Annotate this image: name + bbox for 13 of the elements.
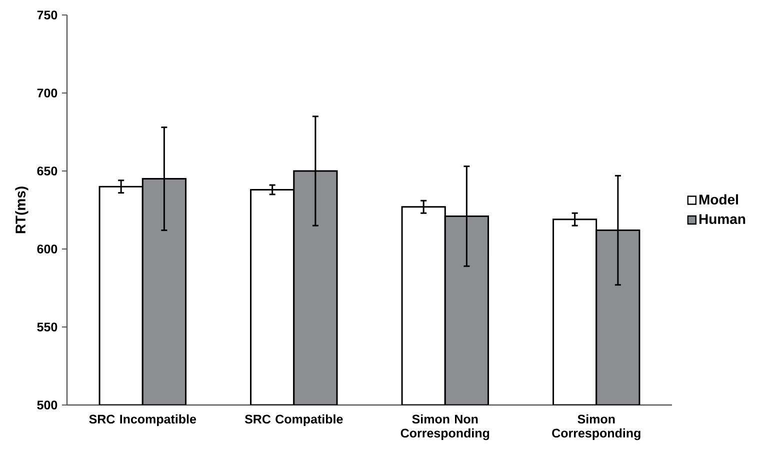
x-tick-label: SRC Incompatible: [89, 414, 196, 426]
y-tick-label: 600: [37, 244, 58, 254]
legend-label: Human: [699, 214, 746, 224]
y-tick-label: 750: [37, 10, 58, 20]
x-tick-label: SRC Compatible: [244, 414, 343, 426]
x-tick-label: Simon Non Corresponding: [400, 414, 490, 440]
y-tick-label: 650: [37, 166, 58, 176]
x-tick-label: Simon Corresponding: [552, 414, 640, 440]
y-tick-label: 550: [37, 322, 58, 332]
y-tick-label: 700: [37, 88, 58, 98]
text: Model: [699, 194, 738, 205]
y-tick-label: 500: [37, 400, 58, 410]
y-axis-title: RT(ms): [15, 186, 28, 234]
